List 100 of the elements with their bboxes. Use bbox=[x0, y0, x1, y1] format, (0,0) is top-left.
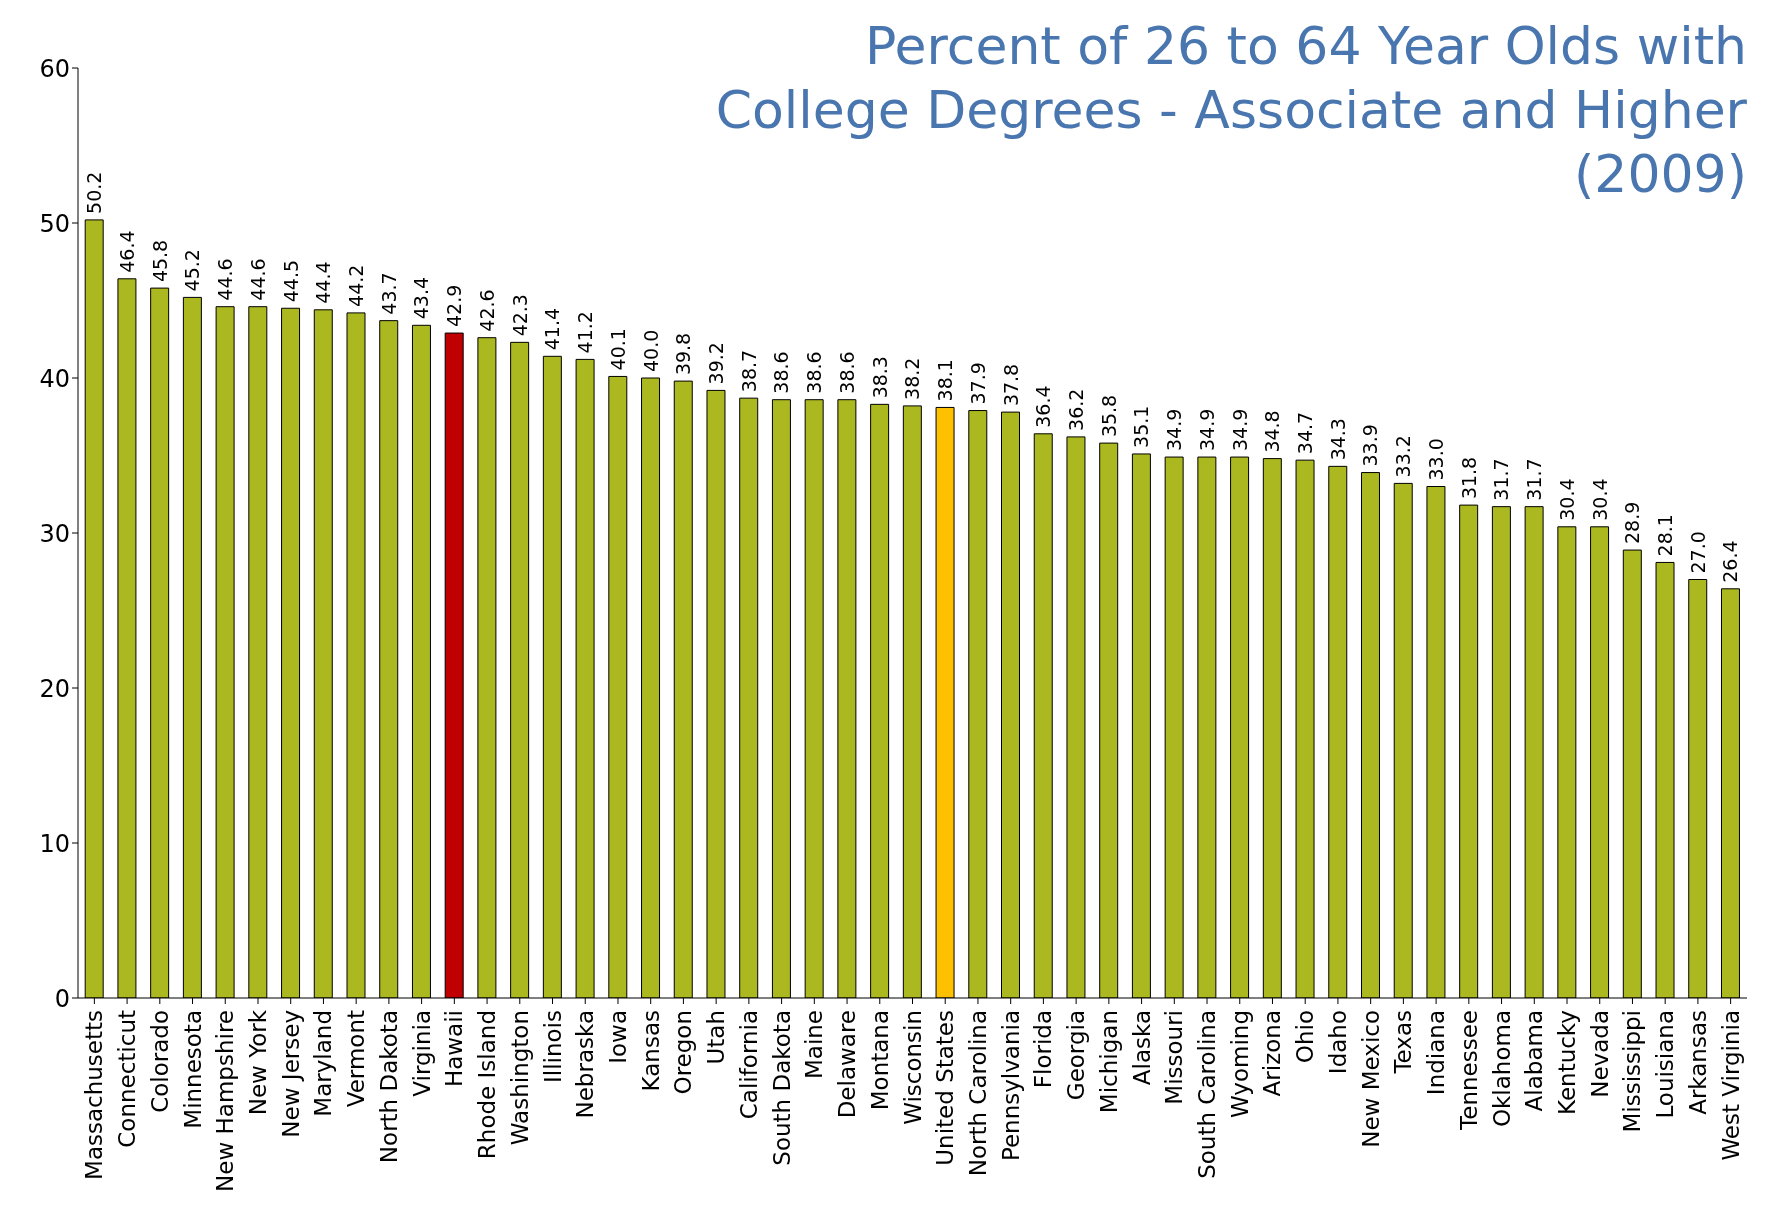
y-tick-label: 10 bbox=[39, 829, 70, 858]
x-tick-label: New Mexico bbox=[1357, 1010, 1384, 1148]
data-label: 34.9 bbox=[1228, 408, 1251, 452]
y-tick-label: 30 bbox=[39, 519, 70, 548]
x-tick-label: California bbox=[735, 1010, 762, 1120]
y-tick-label: 50 bbox=[39, 209, 70, 238]
x-tick-label: Ohio bbox=[1292, 1010, 1319, 1064]
x-tick-label: Utah bbox=[703, 1010, 730, 1065]
x-tick-label: United States bbox=[932, 1010, 959, 1166]
data-label: 37.9 bbox=[966, 362, 989, 405]
x-tick-label: Alabama bbox=[1521, 1010, 1548, 1112]
data-label: 39.8 bbox=[672, 332, 695, 376]
data-label: 38.6 bbox=[835, 351, 858, 394]
data-label: 37.8 bbox=[999, 363, 1022, 407]
data-label: 31.8 bbox=[1457, 456, 1480, 500]
x-tick-label: New Hampshire bbox=[212, 1010, 239, 1192]
data-label: 45.8 bbox=[148, 239, 171, 283]
x-tick-label: South Carolina bbox=[1194, 1010, 1221, 1179]
x-tick-label: North Dakota bbox=[375, 1010, 402, 1164]
y-tick-label: 60 bbox=[39, 54, 70, 83]
data-label: 38.6 bbox=[770, 351, 793, 394]
x-tick-label: Iowa bbox=[604, 1010, 631, 1064]
x-tick-label: Illinois bbox=[539, 1010, 566, 1083]
data-label: 31.7 bbox=[1523, 458, 1546, 501]
data-label: 34.7 bbox=[1294, 411, 1317, 455]
data-label: 35.8 bbox=[1097, 394, 1120, 438]
data-label: 38.2 bbox=[901, 357, 924, 400]
chart-title: Percent of 26 to 64 Year Olds with College Degrees - Associate and Higher (2009) bbox=[714, 15, 1747, 206]
x-tick-label: Louisiana bbox=[1652, 1010, 1679, 1119]
x-tick-label: Indiana bbox=[1423, 1010, 1450, 1096]
data-label: 41.2 bbox=[574, 311, 597, 354]
x-tick-label: Vermont bbox=[343, 1010, 370, 1108]
x-tick-label: North Carolina bbox=[964, 1010, 991, 1177]
data-label: 42.6 bbox=[475, 289, 498, 332]
data-label: 30.4 bbox=[1555, 478, 1578, 521]
data-label: 40.0 bbox=[639, 329, 662, 372]
x-tick-label: Rhode Island bbox=[474, 1010, 501, 1160]
data-label: 28.1 bbox=[1654, 514, 1677, 557]
x-tick-label: Massachusetts bbox=[81, 1010, 108, 1180]
x-tick-label: Washington bbox=[506, 1010, 533, 1146]
x-tick-label: Arizona bbox=[1259, 1010, 1286, 1097]
x-tick-label: Virginia bbox=[408, 1010, 435, 1097]
x-tick-label: Nevada bbox=[1586, 1010, 1613, 1098]
data-label: 44.5 bbox=[279, 259, 302, 303]
data-label: 33.9 bbox=[1359, 424, 1382, 467]
data-label: 35.1 bbox=[1130, 405, 1153, 448]
data-label: 31.7 bbox=[1490, 458, 1513, 501]
y-tick-label: 0 bbox=[54, 984, 70, 1013]
data-label: 34.9 bbox=[1195, 408, 1218, 452]
y-tick-label: 40 bbox=[39, 364, 70, 393]
x-tick-label: Arkansas bbox=[1684, 1010, 1711, 1115]
x-tick-label: Idaho bbox=[1324, 1010, 1351, 1075]
data-label: 50.2 bbox=[83, 171, 106, 214]
x-tick-label: Connecticut bbox=[114, 1010, 141, 1148]
x-tick-label: Tennessee bbox=[1455, 1010, 1482, 1131]
x-tick-label: Michigan bbox=[1095, 1010, 1122, 1114]
data-label: 44.4 bbox=[312, 261, 335, 304]
data-label: 39.2 bbox=[704, 342, 727, 385]
x-tick-label: Pennsylvania bbox=[997, 1010, 1024, 1162]
data-label: 33.2 bbox=[1392, 435, 1415, 478]
data-label: 44.2 bbox=[345, 264, 367, 307]
x-tick-label: New Jersey bbox=[277, 1010, 304, 1138]
data-label: 44.6 bbox=[214, 258, 237, 301]
data-label: 41.4 bbox=[541, 307, 564, 351]
data-label: 42.9 bbox=[443, 284, 466, 328]
data-label: 34.3 bbox=[1326, 418, 1349, 461]
x-tick-label: Mississippi bbox=[1619, 1010, 1646, 1133]
y-tick-label: 20 bbox=[39, 674, 70, 703]
x-tick-label: West Virginia bbox=[1717, 1010, 1744, 1161]
data-label: 42.3 bbox=[508, 294, 531, 337]
data-label: 44.6 bbox=[246, 258, 269, 301]
data-label: 45.2 bbox=[181, 249, 204, 292]
x-tick-label: Missouri bbox=[1161, 1010, 1188, 1105]
x-tick-label: Wisconsin bbox=[899, 1010, 926, 1125]
x-tick-label: Alaska bbox=[1128, 1010, 1155, 1086]
x-tick-label: Texas bbox=[1390, 1010, 1417, 1075]
x-tick-label: Delaware bbox=[834, 1010, 861, 1119]
data-label: 34.9 bbox=[1163, 408, 1186, 452]
data-label: 40.1 bbox=[606, 328, 629, 371]
data-label: 26.4 bbox=[1719, 540, 1742, 583]
data-label: 38.7 bbox=[737, 349, 760, 393]
x-tick-label: Hawaii bbox=[441, 1010, 468, 1088]
data-label: 30.4 bbox=[1588, 478, 1611, 521]
x-tick-label: South Dakota bbox=[768, 1010, 795, 1166]
x-tick-label: Oklahoma bbox=[1488, 1010, 1515, 1128]
data-label: 28.9 bbox=[1621, 501, 1644, 545]
x-tick-label: Kentucky bbox=[1554, 1010, 1581, 1116]
x-tick-label: Maryland bbox=[310, 1010, 337, 1117]
data-label: 46.4 bbox=[115, 230, 138, 273]
data-label: 27.0 bbox=[1686, 531, 1709, 574]
x-tick-label: Maine bbox=[801, 1010, 828, 1080]
data-label: 38.3 bbox=[868, 356, 891, 399]
x-tick-label: New York bbox=[244, 1009, 271, 1116]
x-tick-label: Nebraska bbox=[572, 1010, 599, 1119]
x-tick-label: Colorado bbox=[146, 1010, 173, 1113]
data-label: 43.4 bbox=[410, 276, 433, 320]
x-tick-label: Georgia bbox=[1063, 1010, 1090, 1101]
x-tick-label: Montana bbox=[866, 1010, 893, 1111]
x-tick-label: Minnesota bbox=[179, 1010, 206, 1129]
data-label: 38.1 bbox=[934, 359, 957, 402]
